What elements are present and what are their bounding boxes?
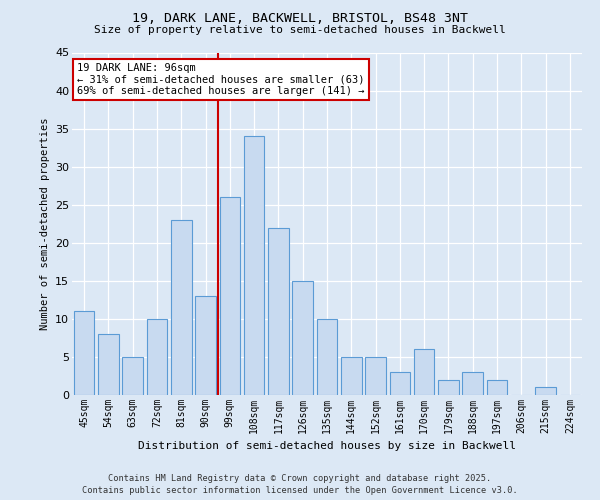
- Bar: [268, 228, 289, 395]
- Bar: [438, 380, 459, 395]
- Text: Contains HM Land Registry data © Crown copyright and database right 2025.
Contai: Contains HM Land Registry data © Crown c…: [82, 474, 518, 495]
- Text: 19, DARK LANE, BACKWELL, BRISTOL, BS48 3NT: 19, DARK LANE, BACKWELL, BRISTOL, BS48 3…: [132, 12, 468, 26]
- Bar: [317, 319, 337, 395]
- Bar: [220, 197, 240, 395]
- Bar: [74, 312, 94, 395]
- Bar: [535, 388, 556, 395]
- Bar: [463, 372, 483, 395]
- Bar: [171, 220, 191, 395]
- Y-axis label: Number of semi-detached properties: Number of semi-detached properties: [40, 118, 50, 330]
- Bar: [414, 350, 434, 395]
- Bar: [365, 357, 386, 395]
- Text: Size of property relative to semi-detached houses in Backwell: Size of property relative to semi-detach…: [94, 25, 506, 35]
- Bar: [146, 319, 167, 395]
- X-axis label: Distribution of semi-detached houses by size in Backwell: Distribution of semi-detached houses by …: [138, 442, 516, 452]
- Bar: [292, 281, 313, 395]
- Bar: [195, 296, 216, 395]
- Text: 19 DARK LANE: 96sqm
← 31% of semi-detached houses are smaller (63)
69% of semi-d: 19 DARK LANE: 96sqm ← 31% of semi-detach…: [77, 63, 365, 96]
- Bar: [487, 380, 508, 395]
- Bar: [389, 372, 410, 395]
- Bar: [122, 357, 143, 395]
- Bar: [341, 357, 362, 395]
- Bar: [98, 334, 119, 395]
- Bar: [244, 136, 265, 395]
